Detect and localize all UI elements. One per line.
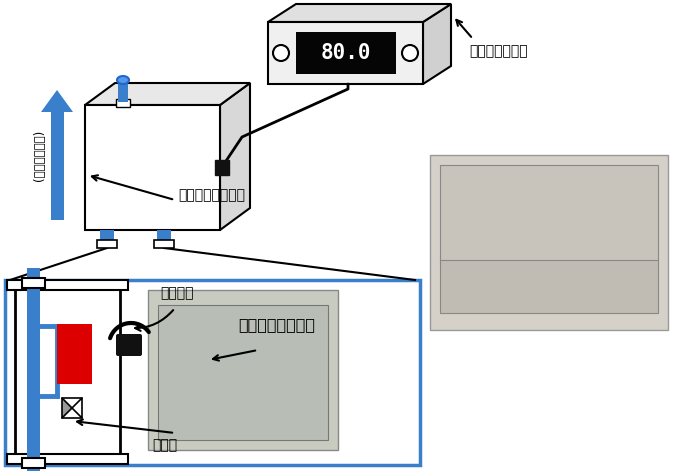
Polygon shape <box>100 230 114 242</box>
Polygon shape <box>268 4 451 22</box>
Polygon shape <box>148 290 338 450</box>
Polygon shape <box>7 280 128 290</box>
Polygon shape <box>440 165 658 261</box>
Text: センサー: センサー <box>160 286 194 300</box>
Text: コントローラー: コントローラー <box>469 44 528 58</box>
Polygon shape <box>157 230 171 242</box>
Polygon shape <box>7 454 128 464</box>
Polygon shape <box>72 398 82 418</box>
Text: センサーユニット: センサーユニット <box>178 188 245 202</box>
Polygon shape <box>22 278 45 288</box>
Text: (サンプル流れ): (サンプル流れ) <box>33 130 46 180</box>
Text: ダイヤモンド電極: ダイヤモンド電極 <box>238 317 315 332</box>
Polygon shape <box>62 398 72 418</box>
Polygon shape <box>440 260 658 312</box>
Polygon shape <box>41 90 73 112</box>
Polygon shape <box>57 324 92 384</box>
Polygon shape <box>268 22 423 84</box>
Polygon shape <box>97 240 117 248</box>
Polygon shape <box>296 32 396 74</box>
Polygon shape <box>15 288 120 456</box>
Ellipse shape <box>117 76 129 84</box>
Polygon shape <box>5 280 420 465</box>
Polygon shape <box>430 155 668 330</box>
FancyBboxPatch shape <box>116 334 142 356</box>
Polygon shape <box>118 80 128 102</box>
Polygon shape <box>158 305 328 440</box>
Polygon shape <box>51 112 64 220</box>
Polygon shape <box>154 240 174 248</box>
Polygon shape <box>27 268 40 471</box>
Polygon shape <box>22 458 45 468</box>
Text: 80.0: 80.0 <box>321 43 371 63</box>
Polygon shape <box>220 83 250 230</box>
Polygon shape <box>423 4 451 84</box>
Text: バルブ: バルブ <box>152 438 177 452</box>
Polygon shape <box>85 83 250 105</box>
Polygon shape <box>215 160 229 175</box>
Circle shape <box>273 45 289 61</box>
Polygon shape <box>85 105 220 230</box>
Circle shape <box>402 45 418 61</box>
Polygon shape <box>116 99 130 107</box>
